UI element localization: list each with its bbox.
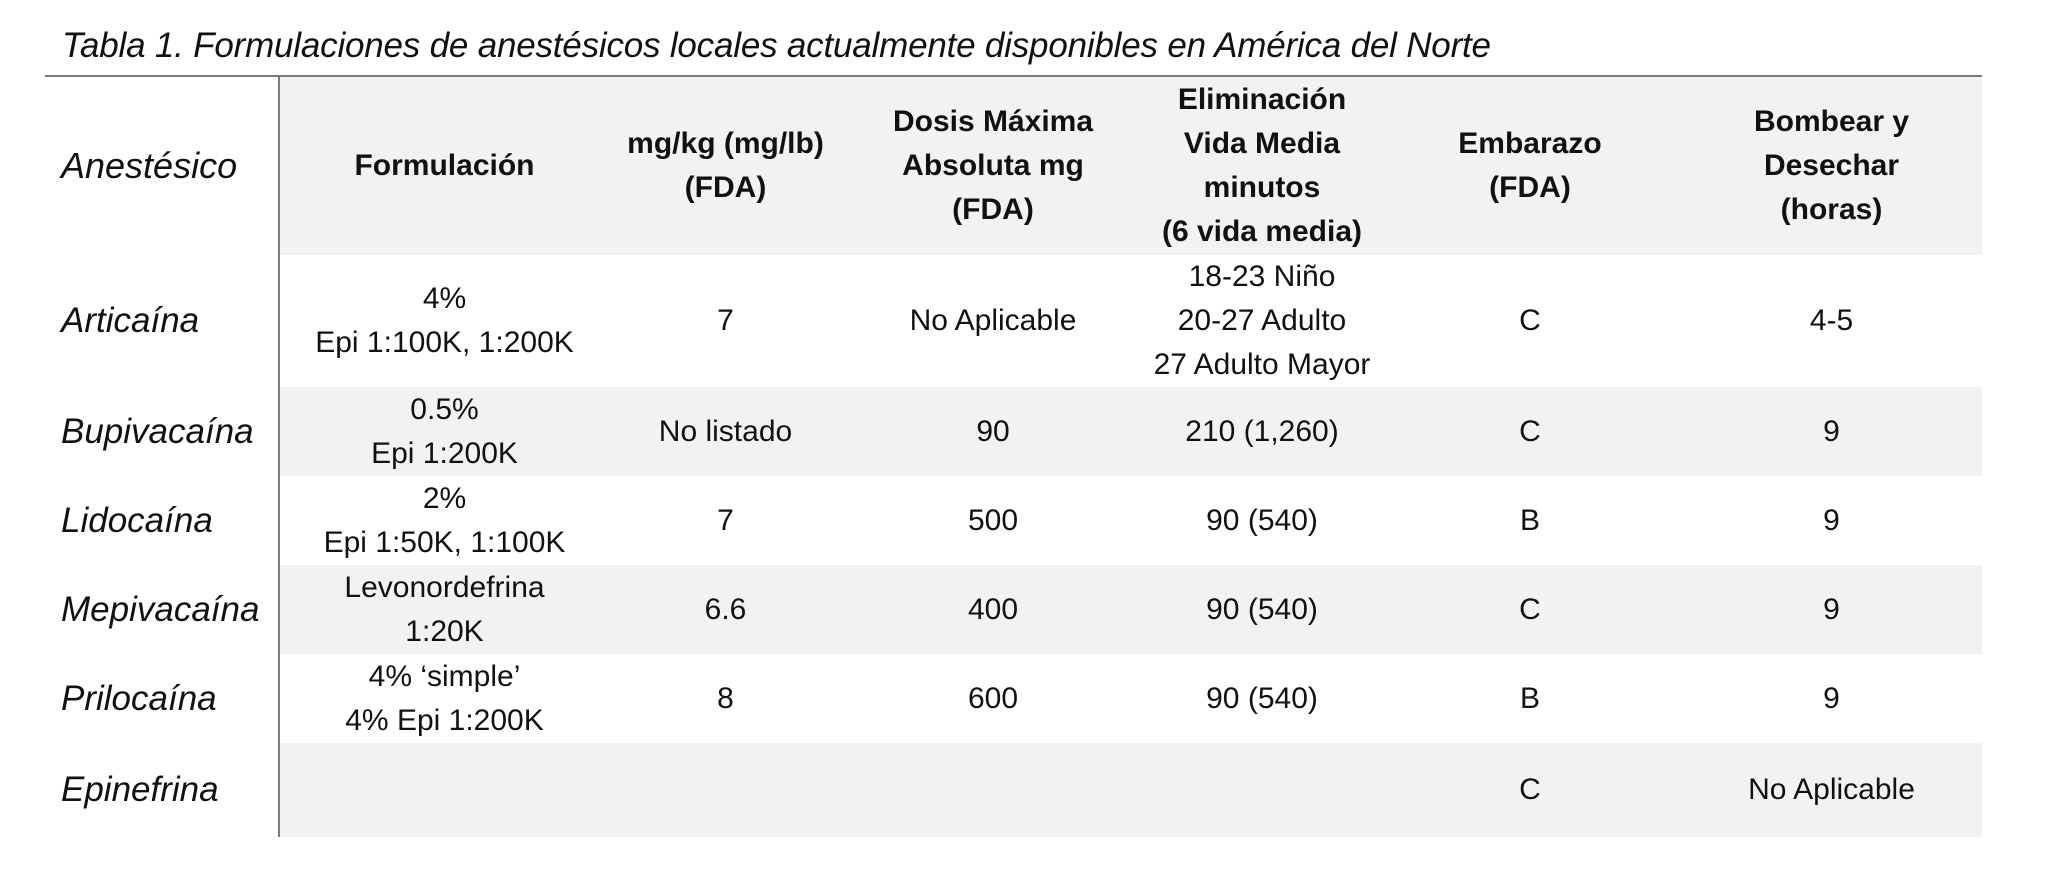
header-bombear-line: Bombear y [1753, 105, 1910, 138]
top-rule [45, 75, 1982, 77]
cell-formulacion: 4% ‘simple’ 4% Epi 1:200K [279, 654, 610, 743]
cell-line: Epi 1:50K, 1:100K [323, 525, 566, 559]
table-row: Epinefrina C No Aplicable [45, 743, 1982, 837]
cell-dosis: 90 [976, 414, 1010, 448]
header-dosis-line: Dosis Máxima [892, 105, 1094, 138]
cell-dosis: 500 [967, 503, 1019, 537]
header-eliminacion-line: Eliminación [1177, 83, 1347, 116]
table-row: Lidocaína 2% Epi 1:50K, 1:100K 7 500 90 … [45, 476, 1982, 565]
cell-dosis: 400 [967, 592, 1019, 626]
cell-eliminacion: 90 (540) [1206, 503, 1318, 537]
header-embarazo-line: (FDA) [1489, 171, 1571, 204]
column-divider [278, 77, 280, 837]
cell-bombear: 4-5 [1809, 304, 1854, 337]
cell-formulacion [279, 743, 610, 837]
header-bombear-line: Desechar [1763, 149, 1900, 182]
cell-embarazo: B [1519, 503, 1540, 537]
cell-dosis: No Aplicable [909, 304, 1077, 337]
cell-formulacion: 0.5% Epi 1:200K [279, 387, 610, 476]
header-row: Anestésico Formulación mg/kg (mg/lb) (FD… [45, 77, 1982, 255]
cell-eliminacion: 210 (1,260) [1185, 414, 1339, 448]
cell-mgkg: No listado [658, 414, 793, 448]
anesthetics-table: Anestésico Formulación mg/kg (mg/lb) (FD… [45, 77, 1982, 837]
header-mgkg-line: (FDA) [684, 171, 767, 204]
cell-bombear: 9 [1823, 414, 1840, 448]
cell-line: 27 Adulto Mayor [1153, 348, 1371, 381]
cell-formulacion: 2% Epi 1:50K, 1:100K [279, 476, 610, 565]
table-row: Bupivacaína 0.5% Epi 1:200K No listado 9… [45, 387, 1982, 476]
cell-eliminacion: 18-23 Niño 20-27 Adulto 27 Adulto Mayor [1145, 255, 1379, 387]
cell-formulacion: 4% Epi 1:100K, 1:200K [279, 255, 610, 387]
cell-bombear: 9 [1823, 592, 1840, 626]
header-embarazo: Embarazo (FDA) [1379, 77, 1681, 255]
cell-embarazo: B [1519, 681, 1540, 715]
header-mgkg: mg/kg (mg/lb) (FDA) [610, 77, 841, 255]
cell-anestesico: Prilocaína [45, 654, 279, 743]
cell-line: 2% [422, 481, 467, 515]
cell-mgkg: 6.6 [704, 592, 747, 626]
cell-line: Epi 1:100K, 1:200K [315, 326, 574, 359]
header-mgkg-line: mg/kg (mg/lb) [627, 127, 824, 160]
cell-line: 20-27 Adulto [1177, 304, 1347, 337]
cell-line: 4% Epi 1:200K [345, 703, 544, 737]
cell-dosis [841, 743, 1145, 837]
header-eliminacion-line: minutos [1203, 171, 1321, 204]
cell-anestesico: Bupivacaína [45, 387, 279, 476]
table-row: Mepivacaína Levonordefrina 1:20K 6.6 400… [45, 565, 1982, 654]
cell-eliminacion [1145, 743, 1379, 837]
cell-anestesico: Articaína [45, 255, 279, 387]
header-bombear: Bombear y Desechar (horas) [1681, 77, 1982, 255]
table-row: Prilocaína 4% ‘simple’ 4% Epi 1:200K 8 6… [45, 654, 1982, 743]
cell-mgkg: 8 [717, 681, 734, 715]
cell-embarazo: C [1519, 304, 1541, 337]
cell-line: Levonordefrina [344, 570, 545, 604]
cell-line: 18-23 Niño [1188, 260, 1336, 293]
cell-bombear: No Aplicable [1748, 773, 1915, 806]
header-dosis: Dosis Máxima Absoluta mg (FDA) [841, 77, 1145, 255]
header-formulacion: Formulación [279, 77, 610, 255]
cell-embarazo: C [1519, 773, 1541, 806]
cell-line: 0.5% [410, 392, 479, 426]
header-anestesico: Anestésico [45, 77, 279, 255]
header-eliminacion-line: Vida Media [1183, 127, 1341, 160]
header-eliminacion-line: (6 vida media) [1161, 215, 1363, 248]
cell-mgkg: 7 [717, 503, 734, 537]
cell-anestesico: Mepivacaína [45, 565, 279, 654]
cell-bombear: 9 [1823, 681, 1840, 715]
cell-line: 4% [422, 282, 467, 315]
header-bombear-line: (horas) [1780, 193, 1883, 226]
header-dosis-line: Absoluta mg [902, 149, 1084, 182]
cell-line: 1:20K [405, 614, 484, 648]
cell-eliminacion: 90 (540) [1206, 592, 1318, 626]
header-embarazo-line: Embarazo [1458, 127, 1602, 160]
cell-eliminacion: 90 (540) [1206, 681, 1318, 715]
header-eliminacion: Eliminación Vida Media minutos (6 vida m… [1145, 77, 1379, 255]
table-row: Articaína 4% Epi 1:100K, 1:200K 7 No Apl… [45, 255, 1982, 387]
cell-embarazo: C [1519, 414, 1541, 448]
cell-bombear: 9 [1823, 503, 1840, 537]
cell-mgkg [610, 743, 841, 837]
cell-embarazo: C [1519, 592, 1541, 626]
cell-anestesico: Lidocaína [45, 476, 279, 565]
table-caption: Tabla 1. Formulaciones de anestésicos lo… [62, 26, 1491, 65]
cell-formulacion: Levonordefrina 1:20K [279, 565, 610, 654]
cell-line: Epi 1:200K [371, 436, 518, 470]
cell-line: 4% ‘simple’ [368, 659, 521, 693]
cell-dosis: 600 [967, 681, 1019, 715]
header-dosis-line: (FDA) [952, 193, 1034, 226]
cell-mgkg: 7 [717, 304, 734, 337]
cell-anestesico: Epinefrina [45, 743, 279, 837]
